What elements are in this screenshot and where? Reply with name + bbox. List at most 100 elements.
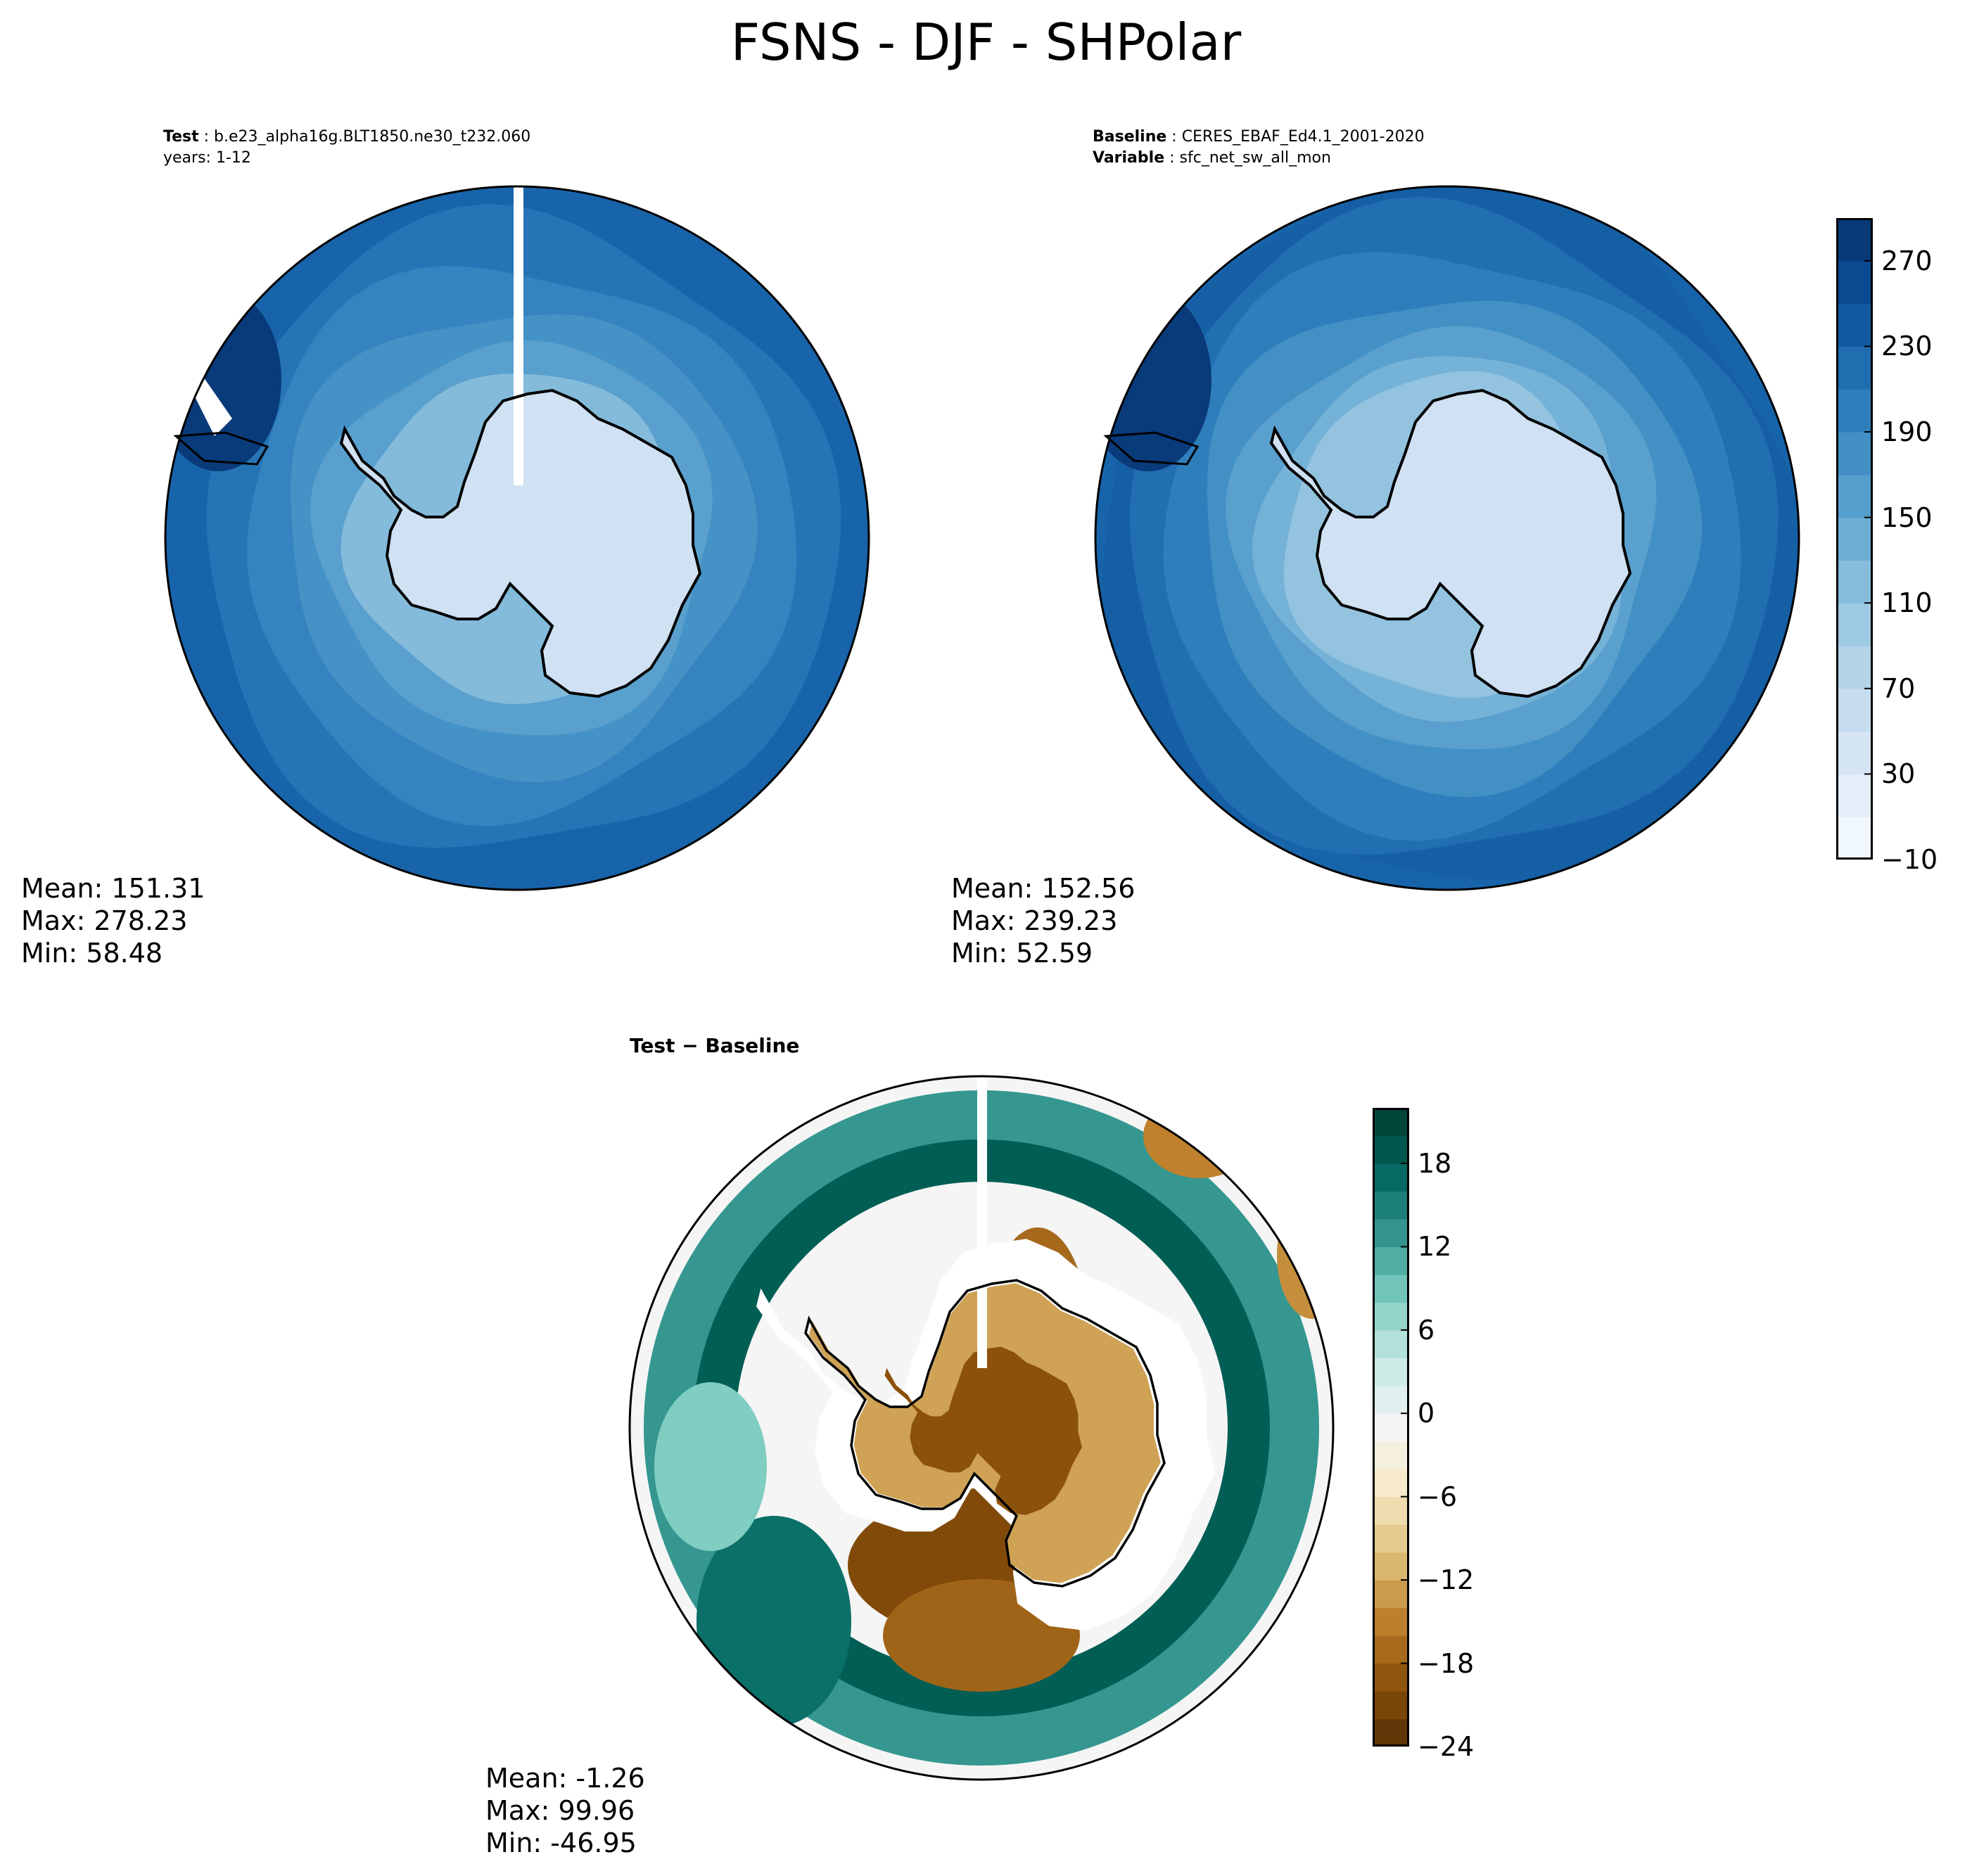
map-boundary [628,1075,1335,1781]
colorbar-segment [1836,260,1873,305]
colorbar-segment [1373,1635,1409,1664]
baseline-label-key: Baseline [1093,128,1167,146]
baseline-label-value: CERES_EBAF_Ed4.1_2001-2020 [1181,128,1425,146]
baseline-mean: Mean: 152.56 [951,873,1136,904]
colorbar-segment [1373,1218,1409,1247]
colorbar-segment [1373,1358,1409,1386]
colorbar-tick-label: 12 [1418,1231,1452,1263]
colorbar-tick-label: −18 [1418,1647,1475,1679]
colorbar-segment [1373,1607,1409,1636]
colorbar-segment [1836,303,1873,347]
continent-fill [341,390,700,696]
colorbar-tick-label: 110 [1881,587,1933,619]
diff-stats: Mean: -1.26 Max: 99.96 Min: -46.95 [485,1762,645,1859]
map-field [165,186,869,890]
colorbar-segment [1373,1163,1409,1192]
colorbar-tick-label: 0 [1418,1398,1435,1429]
colorbar-segment [1373,1580,1409,1609]
figure-title: FSNS - DJF - SHPolar [730,13,1242,72]
colorbar-tick-label: 190 [1881,416,1933,447]
colorbar-tick-label: 6 [1418,1314,1435,1346]
colorbar-segment [1836,432,1873,476]
colorbar-segment [1836,218,1873,262]
colorbar-segment [1373,1469,1409,1498]
coastline [804,1279,1166,1588]
diff-polar-map [628,1075,1335,1781]
missing-data-patch [193,373,232,436]
colorbar-frame [1373,1108,1409,1747]
colorbar-tick-label: 70 [1881,672,1916,704]
baseline-stats: Mean: 152.56 Max: 239.23 Min: 52.59 [951,872,1135,969]
diff-title: Test − Baseline [630,1034,800,1057]
missing-data-strip [977,1076,987,1368]
baseline-min: Min: 52.59 [951,938,1093,969]
test-label-value: b.e23_alpha16g.BLT1850.ne30_t232.060 [214,128,531,146]
diff-max: Max: 99.96 [485,1795,635,1826]
colorbar-segment [1373,1691,1409,1720]
colorbar-brbg-ticks: 18 12 6 0 −6 −12 −18 −24 [1409,1108,1508,1760]
south-america-coast [1103,431,1200,466]
colorbar-segment [1836,774,1873,817]
test-polar-map [164,185,870,891]
test-header: Test : b.e23_alpha16g.BLT1850.ne30_t232.… [163,128,531,167]
test-max: Max: 278.23 [21,905,188,936]
colorbar-tick-label: −10 [1881,844,1938,875]
colorbar-tick-label: −24 [1418,1731,1475,1762]
colorbar-brbg [1373,1108,1409,1747]
diff-min: Min: -46.95 [485,1827,637,1858]
colorbar-segment [1373,1496,1409,1525]
colorbar-tick-label: −12 [1418,1564,1475,1596]
test-years: years: 1-12 [163,149,251,167]
colorbar-segment [1373,1246,1409,1275]
test-min: Min: 58.48 [21,938,163,969]
baseline-polar-map [1094,185,1800,891]
colorbar-tick-label: −6 [1418,1481,1458,1512]
test-stats: Mean: 151.31 Max: 278.23 Min: 58.48 [21,872,205,969]
colorbar-segment [1373,1663,1409,1692]
coastline [339,388,702,698]
baseline-header: Baseline : CERES_EBAF_Ed4.1_2001-2020 Va… [1093,128,1425,167]
colorbar-segment [1373,1108,1409,1137]
colorbar-segment [1373,1413,1409,1442]
baseline-max: Max: 239.23 [951,905,1118,936]
map-field [630,1076,1333,1780]
colorbar-segment [1373,1441,1409,1469]
contour-band [696,1516,851,1727]
colorbar-segment [1373,1552,1409,1581]
contour-band [1143,1094,1256,1178]
map-boundary [164,185,870,891]
colorbar-tick-label: 230 [1881,331,1933,362]
contour-band [654,1382,767,1551]
colorbar-segment [1373,1385,1409,1414]
colorbar-segment [1373,1191,1409,1220]
colorbar-segment [1836,646,1873,689]
test-label-key: Test [163,128,199,146]
colorbar-tick-label: 18 [1418,1147,1452,1179]
colorbar-segment [1373,1135,1409,1164]
colorbar-tick-label: 30 [1881,758,1916,790]
coastline [1269,388,1632,698]
colorbar-segment [1373,1524,1409,1553]
colorbar-segment [1373,1329,1409,1358]
colorbar-tick-label: 150 [1881,502,1933,533]
colorbar-blues [1836,218,1873,860]
colorbar-segment [1836,517,1873,561]
map-field [1095,186,1799,890]
colorbar-segment [1836,474,1873,518]
map-boundary [1094,185,1800,891]
colorbar-tick-label: 270 [1881,245,1933,276]
continent-fill [1271,390,1630,696]
colorbar-segment [1836,817,1873,860]
colorbar-segment [1373,1274,1409,1303]
colorbar-segment [1836,346,1873,390]
colorbar-segment [1373,1302,1409,1331]
colorbar-blues-ticks: 270 230 190 150 110 70 30 −10 [1873,218,1971,873]
baseline-variable-key: Variable [1093,149,1165,167]
baseline-variable-value: sfc_net_sw_all_mon [1179,149,1331,167]
colorbar-segment [1836,688,1873,732]
colorbar-frame [1836,218,1873,860]
colorbar-segment [1836,389,1873,433]
south-america-coast [173,431,269,466]
diff-mean: Mean: -1.26 [485,1763,645,1794]
contour-band [884,1346,1082,1515]
